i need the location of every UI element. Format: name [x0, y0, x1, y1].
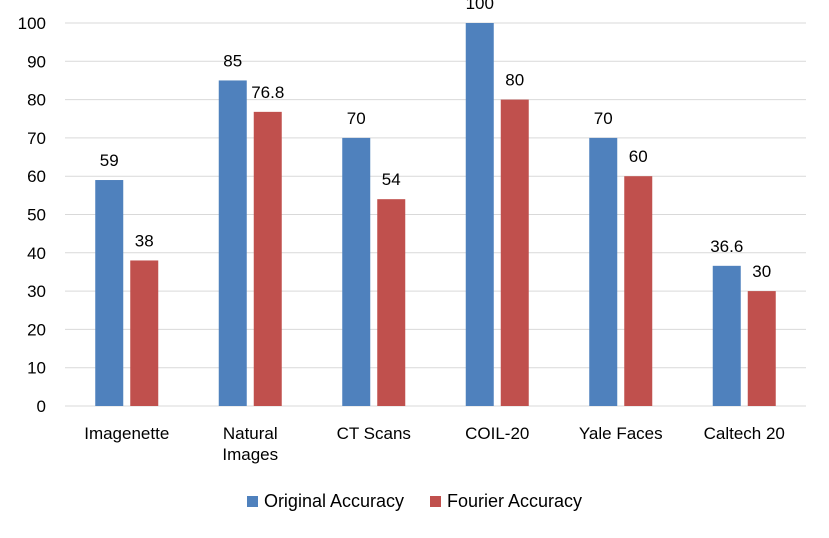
data-label: 100 [466, 0, 494, 13]
legend-label-fourier: Fourier Accuracy [447, 490, 583, 511]
x-tick-label: CT Scans [337, 424, 411, 443]
data-label: 36.6 [710, 237, 743, 256]
bar-fourier-4 [624, 176, 653, 406]
data-label: 54 [382, 170, 401, 189]
data-label: 30 [752, 262, 771, 281]
legend-swatch-original [246, 495, 258, 507]
grid [65, 22, 806, 407]
y-tick-label: 100 [18, 14, 46, 33]
bar-original-1 [218, 80, 247, 406]
bar-fourier-0 [130, 260, 159, 406]
bar-fourier-1 [253, 111, 282, 406]
x-axis-ticks: Imagenette Natural Images CT Scans COIL-20 Ya… [84, 424, 785, 464]
bars [95, 23, 776, 406]
data-label: 70 [594, 109, 613, 128]
x-tick-label: Natural [223, 424, 278, 443]
data-label: 59 [100, 151, 119, 170]
data-label: 60 [629, 147, 648, 166]
y-tick-label: 30 [27, 282, 46, 301]
y-tick-label: 80 [27, 91, 46, 110]
y-tick-label: 40 [27, 244, 46, 263]
y-tick-label: 60 [27, 167, 46, 186]
data-label: 70 [347, 109, 366, 128]
data-label: 38 [135, 231, 154, 250]
legend-item-original: Original Accuracy [246, 490, 404, 512]
y-tick-label: 10 [27, 359, 46, 378]
x-tick-label: Caltech 20 [704, 424, 785, 443]
legend-item-fourier: Fourier Accuracy [430, 491, 582, 512]
data-label: 76.8 [251, 83, 284, 102]
legend-label-original: Original Accuracy [263, 490, 404, 511]
y-axis-ticks: 0 10 20 30 40 50 60 70 80 90 100 [18, 14, 46, 416]
y-tick-label: 0 [37, 397, 46, 416]
y-tick-label: 70 [27, 129, 46, 148]
legend: Original Accuracy Fourier Accuracy [0, 488, 829, 514]
bar-fourier-2 [377, 199, 406, 406]
x-tick-label: COIL-20 [465, 424, 529, 443]
data-labels: 59 38 85 76.8 70 54 100 80 70 60 36.6 30 [100, 0, 771, 281]
legend-swatch-fourier [430, 495, 441, 507]
y-tick-label: 20 [27, 320, 46, 339]
bar-original-5 [712, 265, 741, 406]
data-label: 80 [505, 71, 524, 90]
bar-original-2 [342, 137, 371, 406]
x-tick-label: Imagenette [84, 424, 169, 443]
bar-fourier-3 [500, 99, 529, 406]
bar-original-0 [95, 180, 124, 406]
bar-original-4 [589, 137, 618, 406]
bar-fourier-5 [747, 291, 776, 406]
data-label: 85 [223, 51, 242, 70]
x-tick-label: Images [222, 445, 278, 464]
y-tick-label: 90 [27, 52, 46, 71]
y-tick-label: 50 [27, 206, 46, 225]
bar-original-3 [465, 23, 494, 406]
x-tick-label: Yale Faces [579, 424, 663, 443]
